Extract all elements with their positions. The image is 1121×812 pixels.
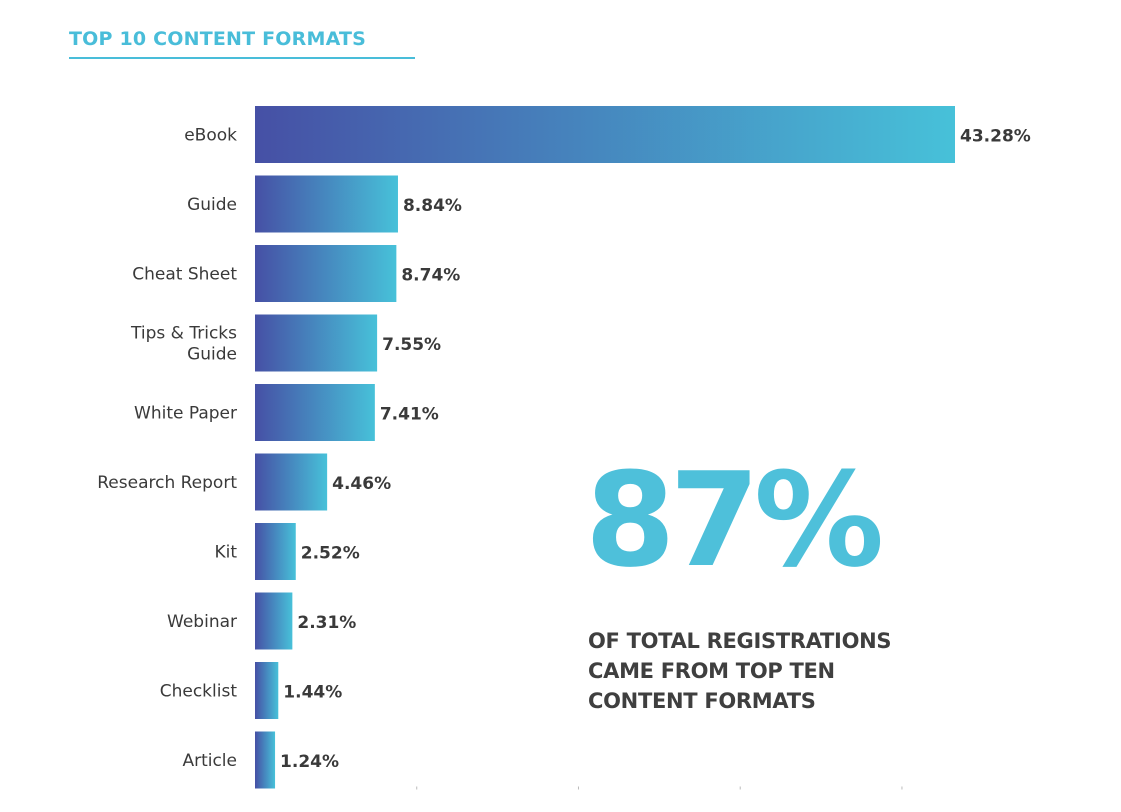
bar-0 — [255, 106, 955, 163]
bar-3 — [255, 314, 378, 372]
category-label-4: White Paper — [134, 404, 237, 424]
category-label-2: Cheat Sheet — [132, 265, 237, 285]
bar-4 — [255, 384, 375, 441]
value-label-0: 43.28% — [960, 127, 1031, 147]
category-label-7: Webinar — [167, 612, 237, 632]
value-label-3: 7.55% — [382, 335, 441, 355]
bar-5 — [255, 453, 328, 511]
bar-7 — [255, 592, 293, 650]
category-label-0: eBook — [184, 126, 237, 146]
category-label-5: Research Report — [97, 473, 237, 493]
big-stat-value: 87% — [585, 444, 884, 596]
value-label-1: 8.84% — [403, 196, 462, 216]
stat-caption-line-3: CONTENT FORMATS — [588, 689, 816, 713]
bar-6 — [255, 523, 296, 580]
bar-2 — [255, 245, 397, 302]
bar-8 — [255, 662, 279, 719]
stat-caption-line-2: CAME FROM TOP TEN — [588, 659, 835, 683]
bar-9 — [255, 731, 276, 789]
stat-caption-line-1: OF TOTAL REGISTRATIONS — [588, 629, 892, 653]
category-label-8: Checklist — [160, 682, 238, 702]
title-underline — [69, 57, 415, 59]
category-label-9: Article — [182, 751, 237, 771]
value-label-7: 2.31% — [297, 613, 356, 633]
stat-caption: OF TOTAL REGISTRATIONS CAME FROM TOP TEN… — [588, 626, 948, 716]
axis-ticks — [416, 786, 903, 790]
category-label-3-line-1: Guide — [187, 345, 237, 365]
category-label-6: Kit — [214, 543, 237, 563]
value-label-6: 2.52% — [301, 544, 360, 564]
value-label-2: 8.74% — [401, 266, 460, 286]
value-label-5: 4.46% — [332, 474, 391, 494]
category-label-1: Guide — [187, 195, 237, 215]
value-label-9: 1.24% — [280, 752, 339, 772]
value-label-4: 7.41% — [380, 405, 439, 425]
category-label-3-line-0: Tips & Tricks — [130, 324, 237, 344]
bar-1 — [255, 175, 398, 233]
page-title: TOP 10 CONTENT FORMATS — [69, 28, 367, 50]
value-label-8: 1.44% — [283, 683, 342, 703]
bars-layer: eBook 43.28% Guide 8.84% Cheat Sheet 8.74% Tip… — [97, 106, 1031, 789]
